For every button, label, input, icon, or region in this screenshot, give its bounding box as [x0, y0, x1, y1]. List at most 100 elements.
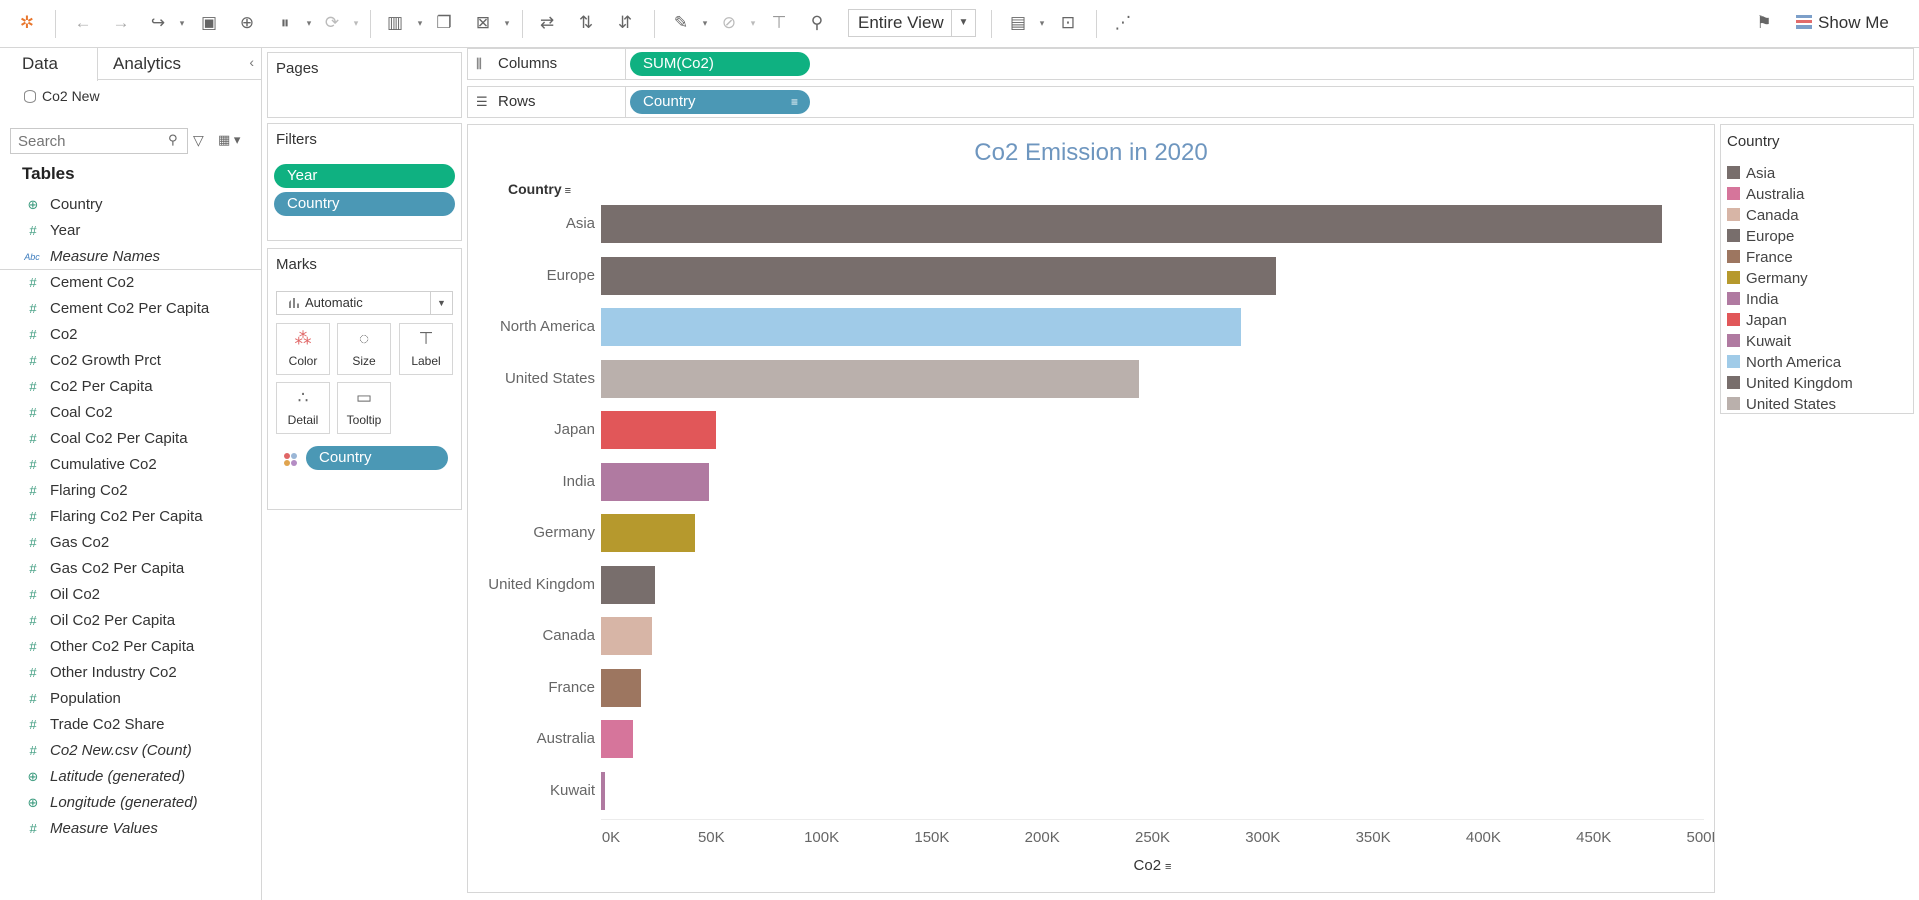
mark-type-select[interactable]: Automatic ▼: [276, 291, 453, 315]
bar-mark[interactable]: [601, 771, 606, 810]
collapse-pane-icon[interactable]: ‹: [249, 54, 254, 70]
field-item[interactable]: # Coal Co2: [0, 400, 261, 426]
bar-mark[interactable]: [601, 411, 716, 449]
legend-item[interactable]: North America: [1727, 352, 1913, 373]
field-item[interactable]: # Oil Co2: [0, 582, 261, 608]
swap-rows-columns-icon[interactable]: ⇄: [539, 13, 555, 32]
field-item[interactable]: # Measure Values: [0, 816, 261, 842]
replay-dropdown-icon[interactable]: ▾: [179, 18, 185, 28]
show-cards-dropdown-icon[interactable]: ▾: [1039, 18, 1045, 28]
field-item[interactable]: # Oil Co2 Per Capita: [0, 608, 261, 634]
legend-item[interactable]: India: [1727, 289, 1913, 310]
bar-mark[interactable]: [601, 256, 1277, 295]
bar-mark[interactable]: [601, 720, 633, 758]
sort-ascending-icon[interactable]: ⇅: [578, 13, 594, 32]
legend-item[interactable]: United States: [1727, 394, 1913, 415]
color-pill-country[interactable]: Country: [306, 446, 448, 470]
legend-item[interactable]: France: [1727, 247, 1913, 268]
duplicate-sheet-icon[interactable]: ❐: [436, 13, 452, 32]
filter-icon[interactable]: ▽: [193, 132, 204, 148]
chevron-down-icon[interactable]: ▼: [430, 292, 452, 314]
datasource-item[interactable]: Co2 New: [24, 88, 100, 104]
bar-mark[interactable]: [601, 359, 1140, 398]
tableau-logo-icon[interactable]: ✲: [19, 13, 35, 32]
rows-pill-country[interactable]: Country ≡: [630, 90, 810, 114]
clear-sheet-icon[interactable]: ⊠: [475, 13, 491, 32]
columns-shelf[interactable]: ⫼ Columns SUM(Co2): [467, 48, 1914, 80]
field-item[interactable]: # Other Co2 Per Capita: [0, 634, 261, 660]
category-label[interactable]: Japan: [554, 421, 595, 438]
field-item[interactable]: # Cumulative Co2: [0, 452, 261, 478]
pages-card[interactable]: Pages: [267, 52, 462, 118]
category-label[interactable]: United Kingdom: [488, 575, 595, 593]
field-item[interactable]: # Year: [0, 218, 261, 244]
bar-mark[interactable]: [601, 308, 1241, 346]
category-label[interactable]: United States: [504, 369, 595, 387]
rows-shelf[interactable]: ☰ Rows Country ≡: [467, 86, 1914, 118]
tab-data[interactable]: Data: [0, 48, 98, 81]
detail-button[interactable]: ∴ Detail: [276, 382, 330, 434]
columns-pill-sum-co2[interactable]: SUM(Co2): [630, 52, 810, 76]
field-item[interactable]: # Population: [0, 686, 261, 712]
filters-card[interactable]: Filters Year Country: [267, 123, 462, 241]
field-item[interactable]: # Other Industry Co2: [0, 660, 261, 686]
legend-item[interactable]: United Kingdom: [1727, 373, 1913, 394]
show-mark-labels-icon[interactable]: ⊤: [771, 13, 787, 32]
legend-item[interactable]: Europe: [1727, 226, 1913, 247]
fix-axes-icon[interactable]: ⚲: [810, 13, 824, 32]
save-icon[interactable]: ▣: [200, 13, 218, 32]
undo-icon[interactable]: ←: [74, 13, 92, 32]
search-icon[interactable]: ⚲: [168, 132, 178, 147]
field-item[interactable]: ⊕ Longitude (generated): [0, 790, 261, 816]
category-label[interactable]: France: [548, 678, 595, 696]
bar-mark[interactable]: [601, 668, 641, 707]
new-worksheet-icon[interactable]: ▥: [386, 13, 404, 32]
view-options-icon[interactable]: ▦ ▾: [218, 132, 241, 147]
legend-item[interactable]: Canada: [1727, 205, 1913, 226]
category-label[interactable]: Germany: [533, 524, 595, 541]
new-worksheet-dropdown-icon[interactable]: ▾: [417, 18, 423, 28]
presentation-mode-icon[interactable]: ⊡: [1060, 13, 1076, 32]
chart-view[interactable]: Co2 Emission in 2020 Country ≡ Asia Europe…: [467, 124, 1715, 893]
field-item[interactable]: ⊕ Latitude (generated): [0, 764, 261, 790]
filter-pill-country[interactable]: Country: [274, 192, 455, 216]
color-button[interactable]: ⁂ Color: [276, 323, 330, 375]
legend-item[interactable]: Australia: [1727, 184, 1913, 205]
refresh-icon[interactable]: ⟳: [324, 13, 340, 32]
tooltip-button[interactable]: ▭ Tooltip: [337, 382, 391, 434]
field-item[interactable]: # Flaring Co2 Per Capita: [0, 504, 261, 530]
field-item[interactable]: # Co2 New.csv (Count): [0, 738, 261, 764]
chevron-down-icon[interactable]: ▼: [951, 10, 975, 36]
field-item[interactable]: # Coal Co2 Per Capita: [0, 426, 261, 452]
x-axis-title[interactable]: Co2 ≡: [1134, 857, 1172, 874]
category-label[interactable]: North America: [499, 318, 595, 335]
format-painter-icon[interactable]: ⚑: [1756, 13, 1772, 32]
sort-descending-icon[interactable]: ⇵: [617, 13, 633, 32]
field-item[interactable]: Abc Measure Names: [0, 244, 261, 270]
field-item[interactable]: # Trade Co2 Share: [0, 712, 261, 738]
field-item[interactable]: # Flaring Co2: [0, 478, 261, 504]
category-label[interactable]: Asia: [565, 215, 595, 232]
refresh-dropdown-icon[interactable]: ▾: [353, 18, 359, 28]
field-item[interactable]: # Co2: [0, 322, 261, 348]
category-label[interactable]: Canada: [542, 627, 595, 644]
bar-mark[interactable]: [601, 462, 710, 501]
clear-dropdown-icon[interactable]: ▾: [504, 18, 510, 28]
bar-mark[interactable]: [601, 565, 656, 604]
replay-icon[interactable]: ↪: [150, 13, 166, 32]
bar-mark[interactable]: [601, 205, 1663, 243]
legend-item[interactable]: Japan: [1727, 310, 1913, 331]
chart-title[interactable]: Co2 Emission in 2020: [974, 139, 1208, 166]
label-button[interactable]: ⊤ Label: [399, 323, 453, 375]
group-dropdown-icon[interactable]: ▾: [750, 18, 756, 28]
highlight-icon[interactable]: ✎: [673, 13, 689, 32]
row-header[interactable]: Country ≡: [508, 181, 571, 197]
share-icon[interactable]: ⋰: [1114, 13, 1132, 32]
bar-mark[interactable]: [601, 617, 652, 655]
redo-icon[interactable]: →: [112, 13, 130, 32]
category-label[interactable]: India: [562, 472, 595, 490]
view-size-select[interactable]: Entire View ▼: [848, 9, 976, 37]
field-item[interactable]: ⊕ Country: [0, 192, 261, 218]
pause-dropdown-icon[interactable]: ▾: [306, 18, 312, 28]
legend-item[interactable]: Asia: [1727, 163, 1913, 184]
